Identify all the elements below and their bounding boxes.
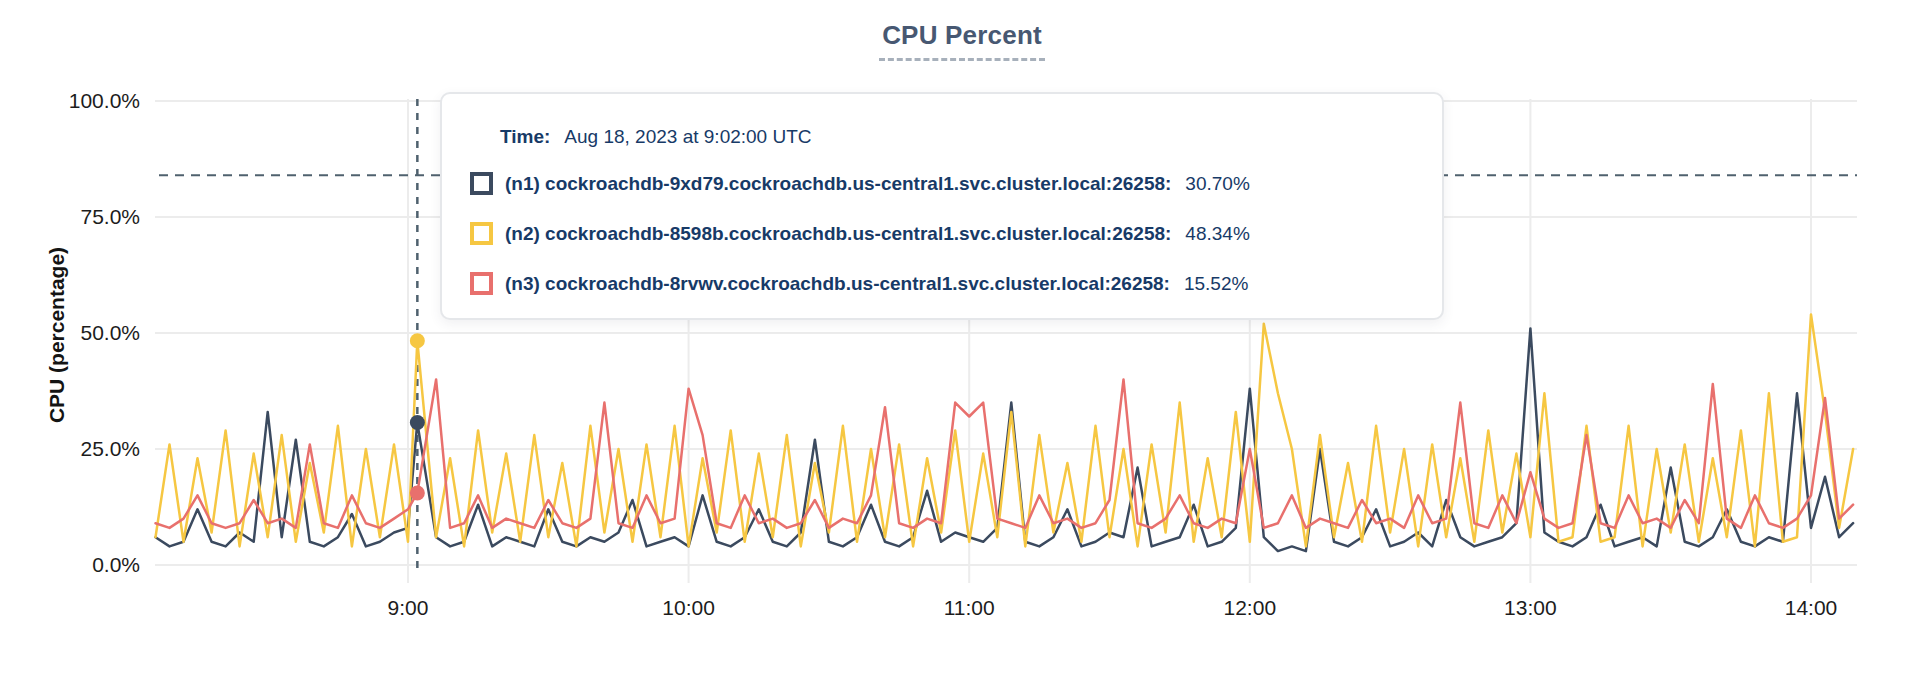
hover-dot-n3 bbox=[410, 485, 425, 500]
legend-value: 15.52% bbox=[1184, 273, 1248, 295]
tooltip-time-label: Time: bbox=[500, 126, 550, 147]
tooltip-time-value: Aug 18, 2023 at 9:02:00 UTC bbox=[564, 126, 811, 147]
y-tick-0: 0.0% bbox=[0, 554, 140, 576]
x-tick-10: 10:00 bbox=[644, 596, 734, 620]
y-tick-75: 75.0% bbox=[0, 206, 140, 228]
x-tick-13: 13:00 bbox=[1485, 596, 1575, 620]
legend-label: (n3) cockroachdb-8rvwv.cockroachdb.us-ce… bbox=[505, 273, 1170, 295]
legend-row-n3: (n3) cockroachdb-8rvwv.cockroachdb.us-ce… bbox=[470, 272, 1414, 295]
legend-value: 48.34% bbox=[1185, 223, 1249, 245]
y-tick-50: 50.0% bbox=[0, 322, 140, 344]
tooltip-time-row: Time: Aug 18, 2023 at 9:02:00 UTC bbox=[470, 126, 1414, 148]
legend-value: 30.70% bbox=[1185, 173, 1249, 195]
series-swatch-icon bbox=[470, 272, 493, 295]
legend-label: (n1) cockroachdb-9xd79.cockroachdb.us-ce… bbox=[505, 173, 1171, 195]
legend-row-n2: (n2) cockroachdb-8598b.cockroachdb.us-ce… bbox=[470, 222, 1414, 245]
chart-tooltip: Time: Aug 18, 2023 at 9:02:00 UTC (n1) co… bbox=[440, 92, 1444, 320]
x-tick-12: 12:00 bbox=[1205, 596, 1295, 620]
y-tick-25: 25.0% bbox=[0, 438, 140, 460]
hover-dot-n2 bbox=[410, 333, 425, 348]
y-tick-100: 100.0% bbox=[0, 90, 140, 112]
series-swatch-icon bbox=[470, 172, 493, 195]
legend-row-n1: (n1) cockroachdb-9xd79.cockroachdb.us-ce… bbox=[470, 172, 1414, 195]
legend-label: (n2) cockroachdb-8598b.cockroachdb.us-ce… bbox=[505, 223, 1171, 245]
series-swatch-icon bbox=[470, 222, 493, 245]
x-tick-14: 14:00 bbox=[1766, 596, 1856, 620]
x-tick-9: 9:00 bbox=[363, 596, 453, 620]
x-tick-11: 11:00 bbox=[924, 596, 1014, 620]
hover-dot-n1 bbox=[410, 415, 425, 430]
series-line-n3 bbox=[156, 379, 1854, 528]
cpu-percent-panel: CPU Percent CPU (percentage) 100.0% 75.0… bbox=[0, 0, 1924, 694]
